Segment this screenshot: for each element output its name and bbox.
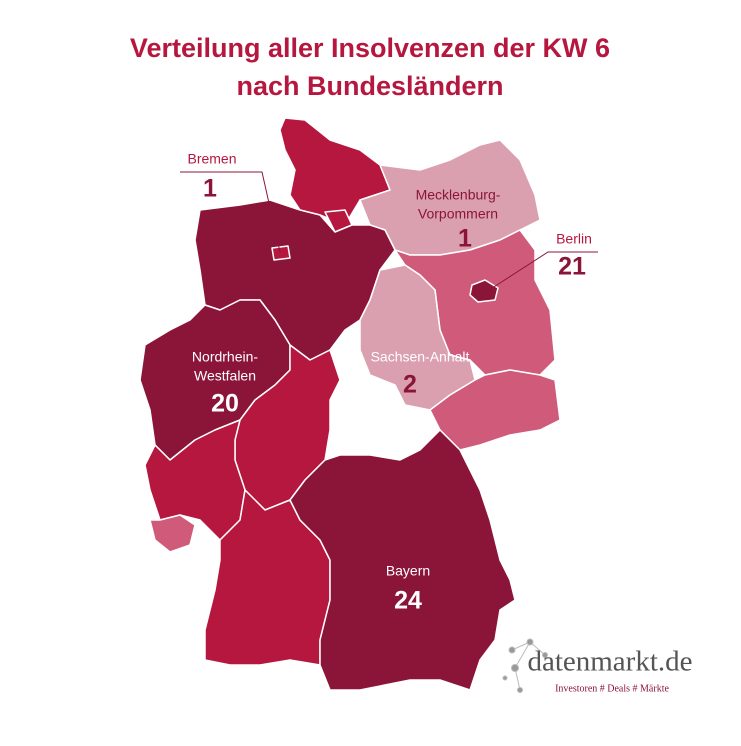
region-name: Westfalen [194, 368, 256, 384]
region-name: Mecklenburg- [416, 187, 501, 203]
region-value: 1 [203, 175, 217, 203]
region-value: 24 [394, 587, 422, 615]
region-name: Vorpommern [418, 206, 498, 222]
sachsen [429, 369, 561, 451]
map [139, 117, 561, 691]
region-value: 1 [458, 225, 472, 253]
thueringen [325, 320, 440, 460]
region-name: Bayern [386, 563, 430, 579]
title-line: nach Bundesländern [236, 71, 503, 101]
region-name: Sachsen-Anhalt [371, 349, 470, 365]
bremen [271, 245, 291, 261]
logo-icon [502, 638, 548, 693]
title-line: Verteilung aller Insolvenzen der KW 6 [130, 33, 610, 63]
region-value: 2 [403, 371, 417, 399]
logo-name: datenmarkt.de [527, 646, 692, 678]
logo-tagline: Investoren # Deals # Märkte [555, 683, 669, 694]
region-name: Nordrhein- [192, 349, 258, 365]
bayern [289, 429, 516, 691]
leader-line [485, 251, 598, 293]
region-value: 20 [211, 390, 239, 418]
leader-line [180, 171, 281, 253]
region-name: Berlin [556, 231, 592, 247]
region-name: Bremen [187, 151, 236, 167]
region-value: 21 [558, 253, 586, 281]
saarland [149, 514, 196, 553]
leaders [180, 171, 598, 293]
berlin [469, 279, 499, 303]
